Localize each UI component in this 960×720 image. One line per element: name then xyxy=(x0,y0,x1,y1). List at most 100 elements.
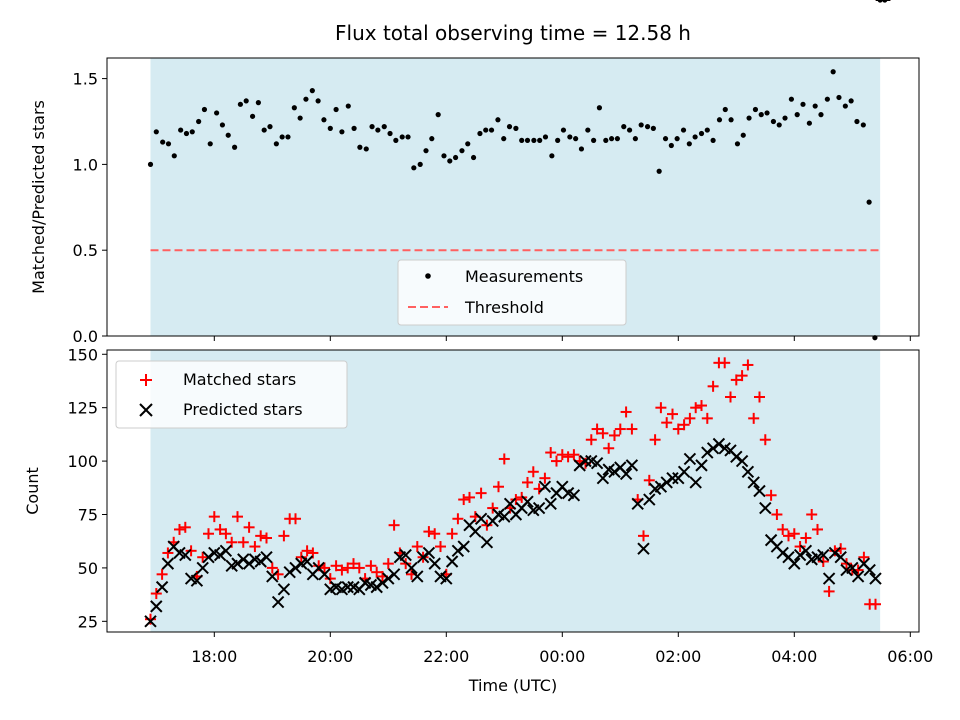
measurement-point xyxy=(183,130,190,137)
measurement-point xyxy=(160,139,166,145)
predicted-star-point xyxy=(689,476,702,489)
predicted-star-point xyxy=(266,570,279,583)
measurement-point xyxy=(524,137,531,143)
predicted-star-point xyxy=(793,548,807,562)
measurement-point xyxy=(477,130,483,137)
matched-star-point xyxy=(446,528,458,540)
measurement-point xyxy=(842,103,848,109)
matched-star-point xyxy=(597,427,609,439)
predicted-star-point xyxy=(283,565,296,579)
top-legend: Measurements Threshold xyxy=(397,259,627,326)
measurement-point xyxy=(303,96,309,102)
matched-star-point xyxy=(585,434,597,446)
matched-star-point xyxy=(452,513,464,525)
matched-star-point xyxy=(481,519,493,531)
measurement-point xyxy=(249,113,256,119)
measurement-point xyxy=(555,137,561,143)
matched-star-point xyxy=(678,419,690,431)
measurement-point xyxy=(537,137,543,143)
measurement-point xyxy=(369,124,375,130)
matched-star-point xyxy=(464,491,475,503)
matched-star-point xyxy=(539,472,551,484)
measurement-point xyxy=(261,127,267,133)
matched-star-point xyxy=(707,380,719,392)
matched-star-point xyxy=(261,532,272,544)
measurement-point xyxy=(782,115,788,121)
matched-star-point xyxy=(812,523,823,535)
matched-star-point xyxy=(237,536,249,548)
matched-star-point xyxy=(719,357,731,369)
measurement-point xyxy=(279,134,285,140)
predicted-star-point xyxy=(179,548,192,562)
matched-star-point xyxy=(400,558,412,570)
predicted-star-point xyxy=(712,437,726,451)
legend-label-threshold: Threshold xyxy=(464,298,544,317)
measurement-point xyxy=(165,141,172,147)
measurement-point xyxy=(770,118,777,125)
predicted-star-point xyxy=(416,551,430,564)
matched-star-point xyxy=(667,408,678,420)
matched-star-point xyxy=(829,545,841,557)
measurement-point xyxy=(273,141,279,147)
measurement-point xyxy=(531,137,537,143)
matched-star-point xyxy=(777,523,789,535)
predicted-star-point xyxy=(300,555,314,568)
matched-star-point xyxy=(330,560,342,572)
bottom-legend-box xyxy=(115,360,348,429)
predicted-star-point xyxy=(677,465,691,478)
predicted-star-point xyxy=(457,540,470,553)
matched-star-point xyxy=(835,543,847,555)
measurement-point xyxy=(447,158,453,164)
predicted-star-point xyxy=(289,561,302,575)
matched-star-point xyxy=(162,547,174,559)
matched-star-point xyxy=(243,521,255,533)
measurement-point xyxy=(692,134,698,140)
measurement-point xyxy=(501,136,507,142)
predicted-star-point xyxy=(155,580,169,594)
matched-star-point xyxy=(551,455,562,467)
measurement-point xyxy=(794,112,800,118)
bottom-x-tick-label: 22:00 xyxy=(423,647,469,666)
predicted-star-point xyxy=(498,510,511,523)
measurement-point xyxy=(363,146,369,152)
matched-star-point xyxy=(817,556,829,567)
measurement-point xyxy=(214,110,220,116)
predicted-star-point xyxy=(637,542,650,555)
measurement-point xyxy=(722,106,728,113)
measurement-point xyxy=(488,127,495,133)
matched-star-point xyxy=(684,412,696,424)
predicted-star-point xyxy=(237,553,250,566)
measurement-point xyxy=(452,154,459,161)
predicted-star-point xyxy=(544,497,557,511)
measurement-point xyxy=(680,127,687,133)
matched-star-point xyxy=(730,374,742,386)
matched-star-point xyxy=(591,423,603,435)
matched-star-point xyxy=(435,541,446,553)
measurement-point xyxy=(345,103,351,109)
matched-star-point xyxy=(620,406,632,418)
predicted-star-point xyxy=(503,497,517,511)
predicted-star-point xyxy=(370,580,383,594)
measurement-point xyxy=(291,105,297,111)
predicted-star-point xyxy=(411,570,424,583)
measurement-point xyxy=(243,98,249,104)
predicted-star-point xyxy=(776,546,789,560)
top-chart-title: Flux total observing time = 12.58 h xyxy=(335,21,691,45)
predicted-star-point xyxy=(382,572,395,585)
matched-star-point xyxy=(295,551,307,563)
measurement-point xyxy=(638,122,644,128)
predicted-star-point xyxy=(851,570,865,583)
predicted-star-point xyxy=(799,544,813,558)
measurement-point xyxy=(626,127,633,133)
matched-star-point xyxy=(556,449,568,461)
predicted-star-point xyxy=(759,501,772,515)
bottom-x-ticks: 18:00 20:00 22:00 00:00 02:00 04:00 06:00 xyxy=(191,632,933,666)
matched-star-point xyxy=(336,564,348,576)
top-legend-box xyxy=(397,259,627,326)
predicted-star-point xyxy=(619,467,633,481)
matched-star-point xyxy=(353,562,365,574)
predicted-star-point xyxy=(376,576,389,590)
matched-star-point xyxy=(220,528,232,540)
measurement-point xyxy=(267,124,273,130)
matched-star-point xyxy=(278,530,290,542)
